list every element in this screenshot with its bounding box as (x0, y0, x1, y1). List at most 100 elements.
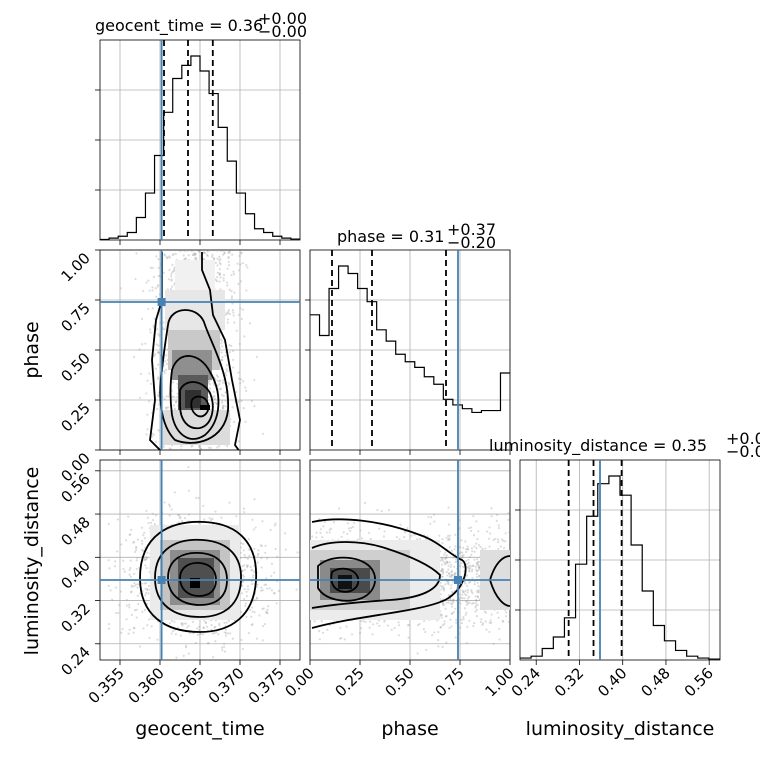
sample-point (441, 542, 444, 545)
sample-point (483, 610, 486, 613)
sample-point (157, 376, 160, 379)
sample-point (458, 519, 461, 522)
sample-point (501, 619, 505, 622)
sample-point (449, 587, 452, 590)
sample-point (267, 604, 270, 608)
sample-point (449, 602, 453, 605)
x-tick-label: 0.00 (281, 664, 317, 700)
sample-point (171, 395, 174, 398)
sample-point (244, 602, 247, 605)
sample-point (227, 310, 230, 314)
sample-point (475, 572, 478, 576)
sample-point (239, 546, 242, 549)
sample-point (142, 534, 145, 537)
sample-point (228, 501, 231, 504)
x-tick-label: 0.25 (331, 664, 367, 700)
sample-point (260, 586, 263, 589)
sample-point (149, 331, 152, 334)
sample-point (135, 608, 138, 611)
sample-point (157, 351, 161, 355)
sample-point (484, 620, 487, 623)
sample-point (497, 547, 500, 550)
sample-point (141, 343, 144, 346)
sample-point (364, 620, 367, 624)
sample-point (225, 312, 228, 315)
sample-point (179, 517, 182, 520)
sample-point (476, 537, 479, 541)
sample-point (195, 258, 198, 261)
sample-point (269, 528, 272, 532)
sample-point (349, 526, 353, 529)
sample-point (237, 313, 240, 316)
sample-point (147, 279, 150, 282)
sample-point (241, 574, 245, 577)
sample-point (488, 545, 491, 548)
x-tick-label: 0.75 (431, 664, 467, 700)
sample-point (237, 377, 241, 380)
sample-point (241, 569, 244, 573)
sample-point (221, 345, 224, 348)
sample-point (449, 598, 452, 601)
sample-point (219, 263, 222, 266)
sample-point (318, 638, 322, 641)
sample-point (138, 645, 141, 648)
sample-point (441, 567, 444, 570)
sample-point (174, 401, 178, 404)
sample-point (320, 620, 323, 623)
sample-point (467, 566, 470, 569)
sample-point (466, 566, 469, 569)
sample-point (487, 537, 491, 540)
sample-point (484, 611, 488, 614)
sample-point (470, 547, 474, 550)
sample-point (124, 539, 128, 542)
sample-point (146, 516, 149, 519)
sample-point (127, 632, 130, 635)
sample-point (204, 251, 207, 255)
title-luminosity-distance-sub: −0.05 (726, 442, 760, 461)
y-tick-label: 1.00 (57, 249, 93, 285)
sample-point (216, 257, 219, 260)
sample-point (332, 521, 336, 524)
sample-point (265, 610, 268, 613)
sample-point (146, 588, 149, 592)
sample-point (150, 435, 154, 438)
sample-point (215, 402, 218, 405)
sample-point (458, 527, 461, 530)
sample-point (170, 279, 173, 282)
sample-point (157, 333, 160, 336)
sample-point (472, 534, 476, 537)
sample-point (223, 621, 226, 624)
sample-point (132, 541, 135, 544)
sample-point (507, 620, 510, 624)
density-cell (165, 290, 225, 330)
sample-point (244, 556, 247, 559)
sample-point (183, 516, 187, 520)
sample-point (441, 603, 445, 606)
sample-point (437, 630, 440, 634)
sample-point (245, 615, 248, 619)
sample-point (178, 659, 181, 660)
sample-point (453, 572, 456, 575)
sample-point (492, 642, 495, 646)
sample-point (190, 445, 193, 448)
sample-point (474, 601, 477, 605)
sample-point (157, 363, 160, 366)
sample-point (135, 252, 138, 255)
sample-point (226, 444, 229, 448)
panel-luminosity-distance-histogram: 0.24 0.32 0.40 0.48 0.56 (508, 459, 721, 700)
sample-point (350, 633, 354, 636)
sample-point (220, 516, 223, 519)
sample-point (177, 513, 181, 517)
sample-point (221, 381, 224, 384)
sample-point (245, 389, 248, 393)
sample-point (141, 549, 145, 552)
sample-point (358, 631, 362, 634)
sample-point (135, 567, 138, 571)
sample-point (141, 542, 144, 545)
sample-point (222, 273, 226, 276)
sample-point (444, 583, 447, 586)
sample-point (476, 581, 479, 585)
sample-point (228, 344, 231, 347)
contour-line (489, 555, 510, 607)
